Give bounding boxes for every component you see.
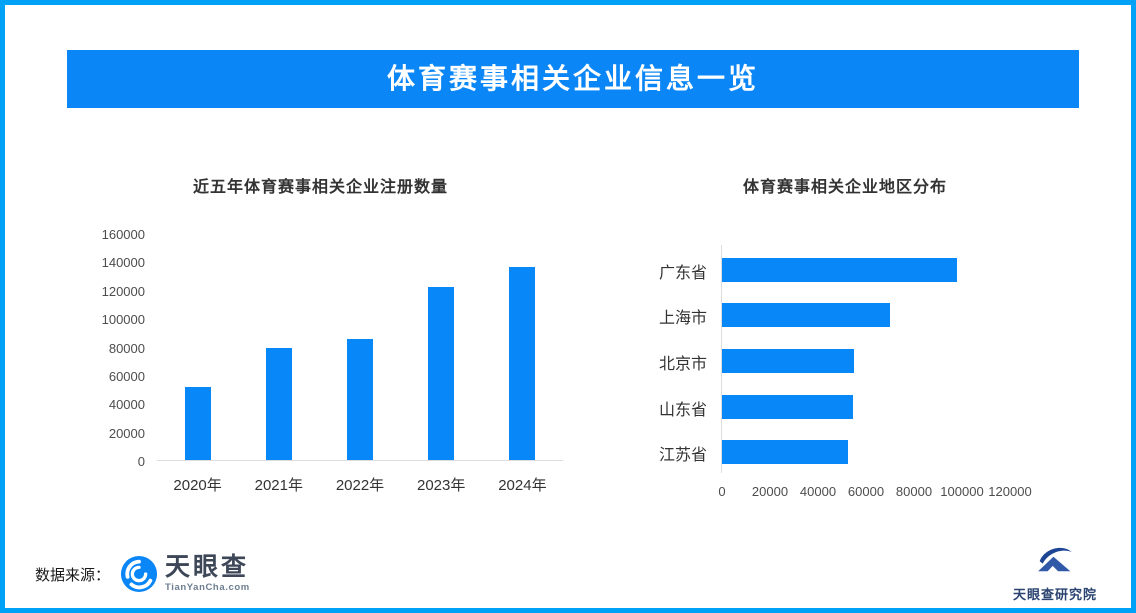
tianyancha-logo-icon xyxy=(120,555,158,593)
bar-江苏省 xyxy=(722,440,848,465)
y-axis-tick-label: 140000 xyxy=(101,255,145,271)
x-axis-tick-label: 120000 xyxy=(988,484,1032,499)
bar-2020年 xyxy=(184,387,211,461)
regions-chart: 体育赛事相关企业地区分布 广东省上海市北京市山东省江苏省 0 20000 40000 6… xyxy=(653,157,1083,517)
y-axis-tick-label: 80000 xyxy=(108,340,145,356)
data-source-label: 数据来源： xyxy=(35,566,111,584)
x-axis-tick-label: 40000 xyxy=(799,484,837,499)
x-axis-tick-label: 80000 xyxy=(895,484,933,499)
registrations-chart: 近五年体育赛事相关企业注册数量 0 20000 40000 60000 80000 100… xyxy=(90,157,605,517)
y-axis-category-label: 山东省 xyxy=(658,401,707,419)
page-title: 体育赛事相关企业信息一览 xyxy=(386,63,759,94)
y-axis-category-label: 上海市 xyxy=(658,310,707,328)
research-institute-wordmark: 天眼查研究院 xyxy=(1012,587,1097,602)
regions-plot-area: 广东省上海市北京市山东省江苏省 0 20000 40000 60000 80000 1000… xyxy=(659,245,1032,499)
tianyancha-logo: 天眼查 TianYanCha.com xyxy=(120,555,250,593)
regions-chart-title: 体育赛事相关企业地区分布 xyxy=(743,179,948,196)
research-institute-logo: 天眼查研究院 xyxy=(993,542,1117,603)
y-axis-tick-label: 60000 xyxy=(108,368,145,384)
bar-北京市 xyxy=(722,349,854,373)
registrations-chart-title: 近五年体育赛事相关企业注册数量 xyxy=(193,179,449,196)
x-axis-category-label: 2020年 xyxy=(173,477,222,494)
registrations-plot-area: 0 20000 40000 60000 80000 100000 120000 140000 1… xyxy=(102,227,563,494)
bar-2021年 xyxy=(265,347,292,461)
y-axis-tick-label: 0 xyxy=(137,454,145,469)
y-axis-category-label: 北京市 xyxy=(658,356,707,373)
y-axis-category-label: 江苏省 xyxy=(658,447,707,465)
bar-2022年 xyxy=(347,339,373,461)
x-axis-tick-label: 20000 xyxy=(751,484,789,499)
x-axis-category-label: 2024年 xyxy=(498,477,547,494)
y-axis-category-label: 广东省 xyxy=(658,264,707,282)
research-institute-logo-icon xyxy=(1038,547,1072,572)
bar-2024年 xyxy=(509,266,536,461)
x-axis-category-label: 2021年 xyxy=(254,477,303,494)
page-title-banner: 体育赛事相关企业信息一览 xyxy=(67,50,1079,108)
x-axis-tick-label: 0 xyxy=(718,484,726,499)
bar-广东省 xyxy=(722,257,958,282)
x-axis-tick-label: 100000 xyxy=(940,484,984,499)
tianyancha-wordmark: 天眼查 xyxy=(165,553,250,582)
y-axis-tick-label: 40000 xyxy=(108,397,145,413)
y-axis-tick-label: 120000 xyxy=(101,283,145,299)
data-source: 数据来源： 天眼查 TianYanCha.com xyxy=(35,549,250,599)
bar-山东省 xyxy=(722,394,853,419)
x-axis-category-label: 2023年 xyxy=(417,477,466,494)
y-axis-tick-label: 100000 xyxy=(101,312,145,328)
x-axis-tick-label: 60000 xyxy=(847,484,885,499)
tianyancha-domain: TianYanCha.com xyxy=(165,582,250,594)
y-axis-tick-label: 20000 xyxy=(108,425,145,441)
x-axis-category-label: 2022年 xyxy=(335,477,385,494)
y-axis-tick-label: 160000 xyxy=(101,227,145,242)
bar-上海市 xyxy=(722,303,890,328)
bar-2023年 xyxy=(428,286,455,461)
